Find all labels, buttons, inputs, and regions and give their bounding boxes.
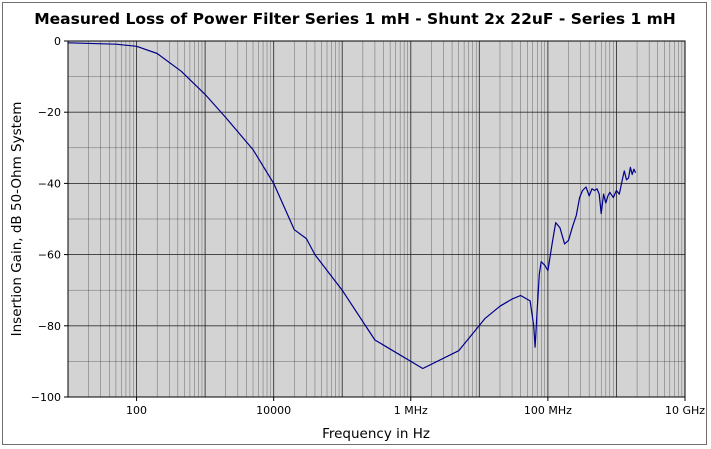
y-tick-label: −100 [31,391,61,404]
grid-lines [68,41,685,397]
plot-border [67,40,686,398]
x-tick-label: 1 MHz [394,404,428,417]
x-axis-label: Frequency in Hz [322,426,430,442]
y-tick-label: 0 [54,35,61,48]
y-tick-label: −40 [38,177,61,190]
x-tick-label: 100 MHz [524,404,572,417]
y-tick-label: −80 [38,320,61,333]
tick-layer: 100 10000 1 MHz 100 MHz 10 GHz 0 −20 −40 −60 −80 −… [31,35,705,417]
x-tick-label: 10000 [256,404,291,417]
series-line [67,42,637,370]
y-tick-label: −60 [38,249,61,262]
x-tick-label: 100 [126,404,147,417]
y-tick-label: −20 [38,106,61,119]
series-layer [67,42,637,370]
y-axis-label: Insertion Gain, dB 50-Ohm System [9,102,25,337]
chart-title: Measured Loss of Power Filter Series 1 m… [34,10,676,28]
x-tick-label: 10 GHz [665,404,705,417]
